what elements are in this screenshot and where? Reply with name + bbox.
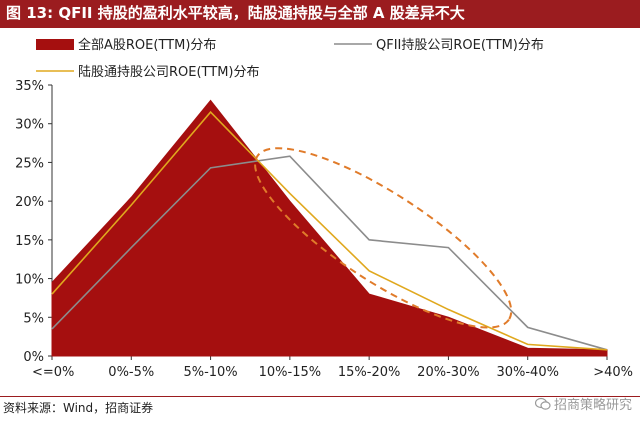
y-tick-label: 35% xyxy=(15,79,44,94)
figure-title: 图 13: QFII 持股的盈利水平较高，陆股通持股与全部 A 股差异不大 xyxy=(0,0,640,26)
watermark-text: 招商策略研究 xyxy=(553,398,632,413)
y-tick-label: 20% xyxy=(15,195,44,210)
series-area-all-a-shares xyxy=(51,99,608,357)
y-tick-label: 5% xyxy=(23,311,44,326)
x-tick-label: 5%-10% xyxy=(183,365,237,380)
source-divider xyxy=(0,396,640,397)
source-note: 资料来源：Wind，招商证券 xyxy=(3,401,154,415)
y-tick-label: 10% xyxy=(15,273,44,288)
series-line-qfii xyxy=(51,155,608,351)
y-tick-label: 25% xyxy=(15,156,44,171)
wechat-icon xyxy=(534,397,551,410)
x-tick-label: >40% xyxy=(593,365,633,380)
legend-swatch-all-a-shares xyxy=(36,39,74,50)
y-tick-label: 15% xyxy=(15,234,44,249)
x-tick-label: 10%-15% xyxy=(259,365,321,380)
x-tick-label: 15%-20% xyxy=(338,365,400,380)
x-tick-label: <=0% xyxy=(32,365,74,380)
roe-distribution-chart: 全部A股ROE(TTM)分布 QFII持股公司ROE(TTM)分布陆股通持股公司R… xyxy=(15,37,633,380)
y-tick-label: 0% xyxy=(23,350,44,365)
y-axis: 0% 5% 10% 15% 20% 25% 30% 35% xyxy=(15,79,53,365)
legend: 全部A股ROE(TTM)分布 QFII持股公司ROE(TTM)分布陆股通持股公司R… xyxy=(36,37,544,80)
x-tick-label: 30%-40% xyxy=(496,365,558,380)
highlight-ellipse xyxy=(254,147,513,329)
x-axis: <=0% 0%-5% 5%-10% 10%-15% 15%-20% 20%-30% 30%-… xyxy=(32,355,633,380)
x-tick-label: 20%-30% xyxy=(417,365,479,380)
title-divider xyxy=(0,26,640,28)
watermark: 招商策略研究 xyxy=(534,394,632,413)
series-line-stock-connect xyxy=(51,110,608,351)
plot-area xyxy=(51,99,608,357)
legend-label-all-a-shares: 全部A股ROE(TTM)分布 xyxy=(78,37,216,53)
legend-label-qfii: QFII持股公司ROE(TTM)分布 xyxy=(376,38,544,53)
x-tick-label: 0%-5% xyxy=(108,365,154,380)
legend-label-stock-connect: 陆股通持股公司ROE(TTM)分布 xyxy=(78,64,260,80)
y-tick-label: 30% xyxy=(15,118,44,133)
